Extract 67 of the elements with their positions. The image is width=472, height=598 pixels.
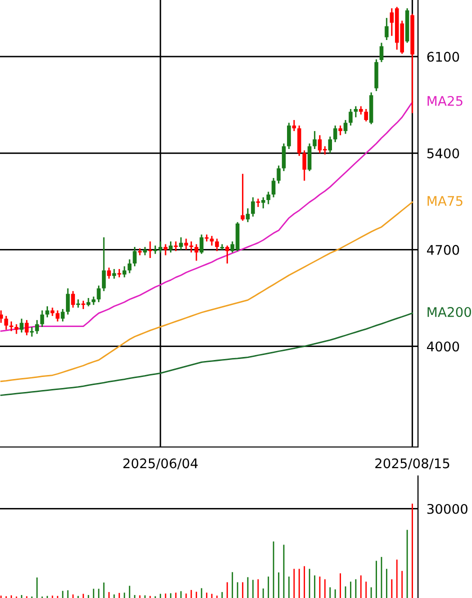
candlestick — [40, 310, 44, 328]
candlestick — [102, 236, 106, 292]
candlestick — [240, 173, 245, 222]
candlestick — [194, 244, 198, 262]
candlestick — [200, 234, 204, 255]
candlestick — [71, 290, 75, 308]
candlestick — [174, 240, 178, 252]
candlestick — [276, 164, 281, 184]
candlestick — [128, 258, 132, 274]
series-label: MA75 — [428, 196, 462, 206]
candlestick — [184, 238, 188, 250]
candlestick — [312, 130, 317, 150]
candlestick — [148, 240, 152, 259]
candlestick — [210, 235, 214, 246]
candlestick — [14, 324, 18, 335]
candlestick — [338, 124, 342, 136]
line-series — [0, 101, 414, 332]
candlestick — [0, 310, 3, 324]
candlestick — [66, 288, 70, 316]
candlestick — [256, 198, 260, 208]
candlestick — [302, 150, 306, 182]
candlestick — [348, 108, 353, 126]
candlestick — [292, 119, 296, 132]
candlestick — [189, 240, 194, 254]
candlestick — [107, 266, 111, 280]
series-label: MA200 — [428, 307, 472, 318]
y-tick-label: 6100 — [427, 52, 460, 62]
candlestick — [380, 42, 384, 63]
candlestick — [266, 191, 270, 205]
candlestick — [96, 284, 101, 303]
x-tick-label: 2025/08/15 — [375, 458, 450, 470]
candlestick — [117, 268, 122, 278]
candlestick — [333, 124, 338, 143]
candlestick — [132, 246, 137, 267]
candlestick — [112, 268, 116, 280]
candlestick — [261, 196, 266, 210]
candlestick — [164, 244, 168, 256]
y-tick-label: 5400 — [427, 148, 460, 158]
candlestick — [282, 142, 286, 172]
candlestick — [344, 119, 348, 135]
line-series — [0, 201, 414, 382]
candlestick — [384, 17, 389, 41]
y-tick-label: 4700 — [426, 244, 460, 255]
candlestick — [20, 318, 24, 334]
candlestick — [308, 142, 312, 172]
candlestick — [30, 326, 34, 338]
candlestick — [328, 136, 332, 154]
candlestick — [354, 106, 358, 118]
candlestick — [246, 208, 250, 223]
x-tick-label: 2025/06/04 — [123, 458, 198, 470]
candlestick — [179, 236, 183, 250]
candlestick — [251, 196, 255, 218]
candlestick — [287, 122, 291, 150]
candlestick — [364, 108, 368, 122]
candlestick — [122, 266, 126, 278]
candlestick — [153, 244, 158, 255]
candlestick — [9, 320, 14, 332]
candlestick — [35, 319, 39, 335]
series-label: MA25 — [428, 96, 462, 106]
candlestick — [56, 310, 60, 322]
line-series — [0, 312, 414, 396]
candlestick — [4, 315, 8, 330]
y-tick-label: 30000 — [427, 504, 468, 514]
candlestick — [158, 240, 162, 254]
y-tick-label: 4000 — [426, 342, 460, 352]
candlestick — [215, 238, 219, 252]
candlestick — [272, 177, 276, 198]
